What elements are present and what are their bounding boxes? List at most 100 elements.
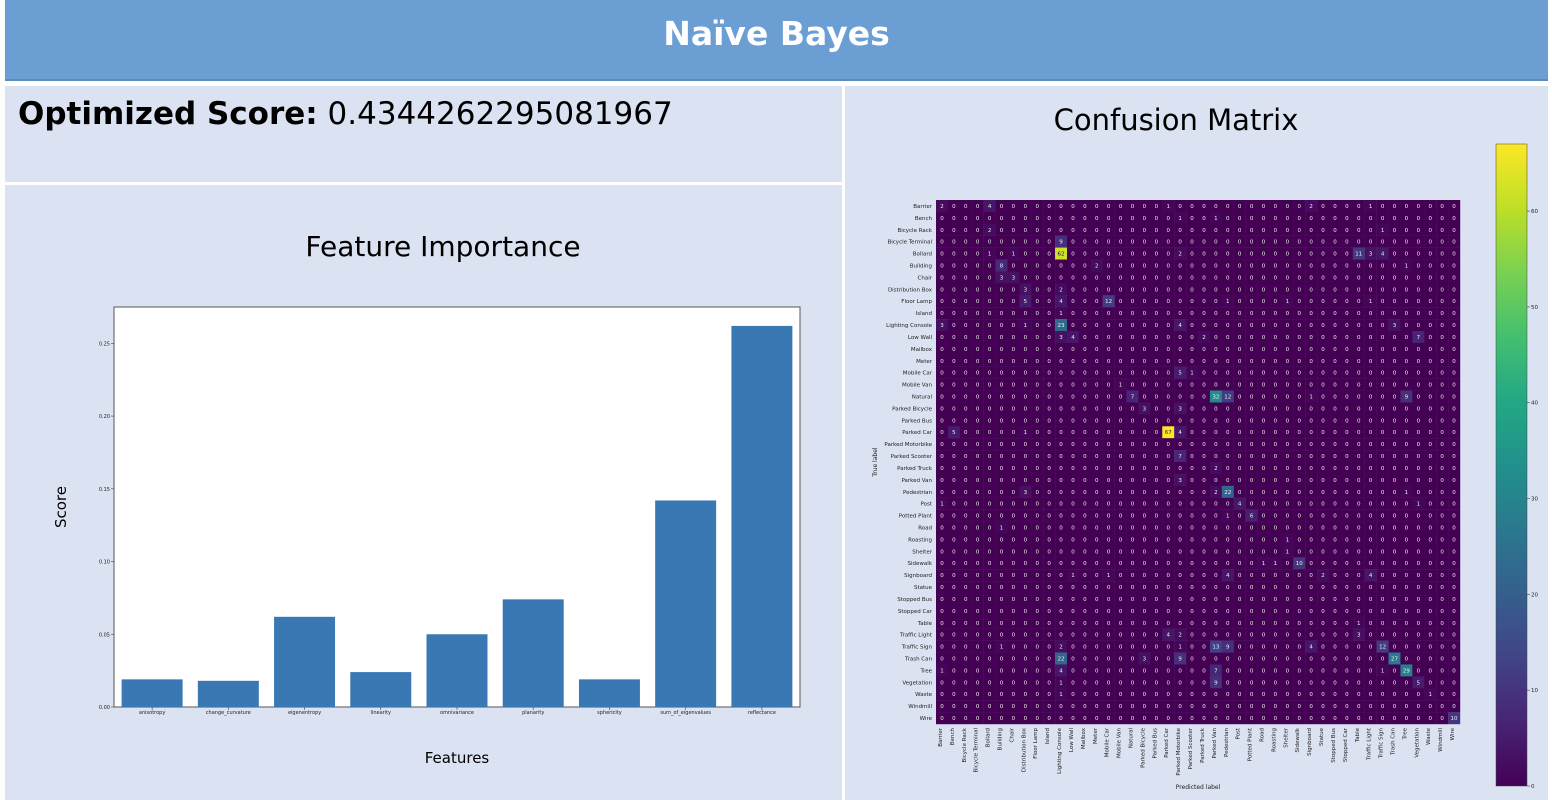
cm-cell bbox=[1388, 211, 1401, 225]
cm-cell-value: 0 bbox=[1131, 311, 1135, 317]
cm-cell-value: 0 bbox=[1333, 609, 1337, 615]
cm-cell bbox=[1329, 200, 1342, 213]
cm-xtick-label: Low Wall bbox=[1069, 728, 1075, 753]
cm-cell bbox=[1257, 283, 1270, 296]
cm-cell-value: 0 bbox=[1107, 323, 1111, 329]
cm-cell-value: 1 bbox=[1286, 537, 1290, 543]
cm-cell bbox=[1281, 259, 1294, 272]
cm-cell-value: 0 bbox=[1083, 371, 1087, 377]
cm-cell bbox=[947, 247, 961, 260]
cm-cell-value: 0 bbox=[1381, 466, 1385, 472]
cm-cell-value: 0 bbox=[1428, 597, 1432, 603]
cm-cell-value: 0 bbox=[1000, 549, 1004, 555]
cm-cell-value: 0 bbox=[1155, 478, 1159, 484]
cm-cell-value: 0 bbox=[952, 537, 956, 543]
cm-cell bbox=[1186, 211, 1199, 225]
cm-cell-value: 0 bbox=[1035, 383, 1039, 389]
cm-cell-value: 0 bbox=[1190, 216, 1194, 222]
cm-cell-value: 0 bbox=[940, 371, 944, 377]
cm-cell bbox=[1400, 271, 1413, 284]
cm-cell-value: 0 bbox=[1107, 502, 1111, 508]
cm-cell-value: 0 bbox=[1333, 526, 1337, 532]
cm-cell-value: 0 bbox=[1202, 430, 1206, 436]
cm-cell-value: 0 bbox=[1059, 490, 1063, 496]
cm-cell-value: 0 bbox=[1131, 406, 1135, 412]
cm-cell bbox=[1269, 259, 1282, 272]
cm-cell-value: 0 bbox=[1440, 311, 1444, 317]
cm-cell bbox=[1078, 235, 1092, 248]
cm-cell-value: 0 bbox=[1059, 359, 1063, 365]
cm-cell bbox=[1233, 211, 1246, 225]
cm-cell-value: 0 bbox=[1035, 406, 1039, 412]
cm-cell-value: 0 bbox=[1131, 371, 1135, 377]
cm-cell bbox=[1412, 295, 1425, 308]
cm-cell-value: 0 bbox=[952, 216, 956, 222]
cm-cell bbox=[1257, 259, 1270, 272]
cm-cell-value: 0 bbox=[1393, 430, 1397, 436]
cm-cell-value: 0 bbox=[1190, 609, 1194, 615]
cm-cell-value: 3 bbox=[1024, 490, 1028, 496]
cm-cell-value: 0 bbox=[1357, 383, 1361, 389]
cm-cell-value: 0 bbox=[1381, 406, 1385, 412]
cm-cell-value: 0 bbox=[1321, 240, 1325, 246]
cm-cell-value: 0 bbox=[1428, 228, 1432, 234]
cm-cell-value: 0 bbox=[1250, 311, 1254, 317]
cm-cell-value: 0 bbox=[1119, 526, 1123, 532]
cm-cell-value: 0 bbox=[1059, 454, 1063, 460]
cm-cell-value: 0 bbox=[1059, 228, 1063, 234]
cm-cell-value: 0 bbox=[1071, 597, 1075, 603]
cm-cell-value: 0 bbox=[1095, 621, 1099, 627]
cm-cell-value: 0 bbox=[952, 490, 956, 496]
cm-cell-value: 0 bbox=[1214, 633, 1218, 639]
cm-cell-value: 0 bbox=[940, 692, 944, 698]
cm-cell-value: 0 bbox=[1202, 680, 1206, 686]
cm-cell-value: 0 bbox=[976, 549, 980, 555]
cm-cell-value: 0 bbox=[1417, 395, 1421, 401]
cm-cell bbox=[1019, 259, 1032, 272]
cm-cell-value: 0 bbox=[1071, 585, 1075, 591]
cm-cell-value: 0 bbox=[964, 204, 968, 210]
cm-cell-value: 0 bbox=[1202, 264, 1206, 270]
cm-cell bbox=[1424, 223, 1437, 236]
cm-cell-value: 0 bbox=[1428, 359, 1432, 365]
cm-cell bbox=[1126, 283, 1139, 296]
cm-cell-value: 0 bbox=[1369, 668, 1373, 674]
cm-cell-value: 0 bbox=[1035, 430, 1039, 436]
cm-cell-value: 0 bbox=[940, 264, 944, 270]
cm-cell-value: 0 bbox=[1119, 359, 1123, 365]
cm-cell bbox=[1376, 283, 1389, 296]
cm-ytick-label: Potted Plant bbox=[899, 514, 933, 520]
cm-cell-value: 0 bbox=[1178, 287, 1182, 293]
cm-cell-value: 0 bbox=[1143, 216, 1147, 222]
cm-cell-value: 0 bbox=[1238, 240, 1242, 246]
cm-cell-value: 0 bbox=[1012, 537, 1016, 543]
cm-cell-value: 0 bbox=[1012, 466, 1016, 472]
cm-cell-value: 0 bbox=[1131, 645, 1135, 651]
cm-cell-value: 1 bbox=[1262, 561, 1266, 567]
cm-cell-value: 0 bbox=[1047, 406, 1051, 412]
cm-cell-value: 0 bbox=[1274, 204, 1278, 210]
cm-cell-value: 0 bbox=[988, 442, 992, 448]
cm-cell-value: 9 bbox=[1214, 680, 1218, 686]
cm-cell-value: 0 bbox=[1405, 502, 1409, 508]
cm-cell-value: 2 bbox=[940, 204, 944, 210]
cm-cell bbox=[1114, 247, 1127, 260]
cm-cell bbox=[1067, 259, 1080, 272]
cm-cell bbox=[1329, 223, 1342, 236]
cm-cell-value: 0 bbox=[940, 406, 944, 412]
cm-cell-value: 0 bbox=[1190, 692, 1194, 698]
cm-cell-value: 0 bbox=[1238, 490, 1242, 496]
cm-cell-value: 0 bbox=[1214, 692, 1218, 698]
cm-cell-value: 0 bbox=[1190, 442, 1194, 448]
cm-cell-value: 0 bbox=[976, 585, 980, 591]
cm-cell-value: 0 bbox=[1297, 704, 1301, 710]
cm-cell-value: 0 bbox=[1345, 490, 1349, 496]
cm-cell-value: 0 bbox=[1440, 240, 1444, 246]
cm-cell-value: 0 bbox=[1178, 621, 1182, 627]
cm-cell-value: 0 bbox=[1190, 561, 1194, 567]
cm-cell-value: 0 bbox=[1345, 573, 1349, 579]
cm-cell-value: 0 bbox=[1155, 657, 1159, 663]
cm-cell-value: 0 bbox=[1095, 418, 1099, 424]
cm-cell-value: 0 bbox=[1393, 704, 1397, 710]
cm-cell-value: 0 bbox=[1012, 204, 1016, 210]
